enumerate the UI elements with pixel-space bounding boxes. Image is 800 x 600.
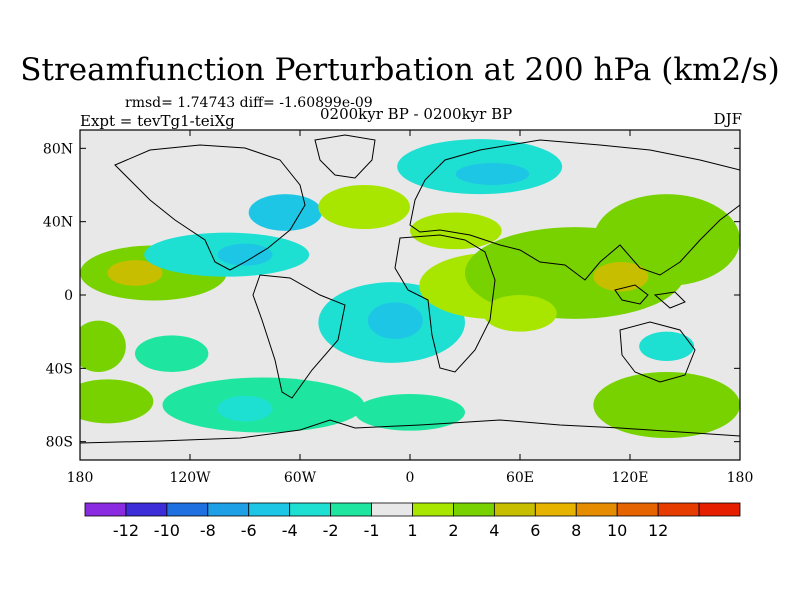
field-region-7	[455, 163, 530, 185]
experiment-label: Expt = tevTg1-teiXg	[80, 112, 235, 130]
period-label: 0200kyr BP - 0200kyr BP	[320, 105, 513, 123]
field-region-20	[355, 394, 465, 431]
field-region-17	[80, 379, 154, 424]
axes: 180 120W 60W 0 60E 120E 180 80N 40N 0 40S 80S	[43, 130, 753, 486]
colorbar-swatch	[412, 502, 454, 517]
colorbar-swatch	[166, 502, 209, 517]
field-region-8	[410, 212, 502, 250]
colorbar-label: -1	[364, 521, 380, 540]
field-region-23	[483, 295, 557, 332]
colorbar-label: -10	[154, 521, 180, 540]
x-tick-label: 60W	[284, 470, 317, 486]
colorbar-label: -8	[200, 521, 216, 540]
colorbar-label: 10	[607, 521, 627, 540]
y-tick-label: 40S	[46, 361, 73, 377]
coastlines	[80, 134, 740, 444]
field-region-4	[248, 194, 322, 231]
colorbar-swatch	[84, 502, 127, 517]
stats-label: rmsd= 1.74743 diff= -1.60899e-09	[125, 95, 373, 111]
colorbar-label: -12	[113, 521, 139, 540]
colorbar-swatch	[493, 502, 536, 517]
colorbar-swatch	[453, 502, 495, 517]
field-regions	[80, 139, 740, 438]
colorbar-label: 12	[648, 521, 668, 540]
colorbar-label: -4	[282, 521, 298, 540]
colorbar-swatch	[575, 502, 618, 517]
x-tick-label: 180	[67, 470, 94, 486]
y-tick-label: 0	[64, 288, 73, 304]
x-tick-label: 0	[406, 470, 415, 486]
colorbar-label: -2	[323, 521, 339, 540]
colorbar-label: 8	[571, 521, 581, 540]
colorbar: -12 -10 -8 -6 -4 -2 -1 1 2 4 6 8 10 12	[84, 502, 741, 540]
field-region-1	[107, 260, 163, 286]
season-label: DJF	[713, 110, 742, 128]
x-tick-label: 60E	[506, 470, 534, 486]
colorbar-swatch	[330, 502, 372, 517]
colorbar-swatch	[125, 502, 168, 517]
field-region-22	[639, 331, 695, 362]
field-region-10	[367, 302, 423, 339]
field-region-21	[593, 372, 740, 438]
field-region-15	[80, 320, 126, 372]
colorbar-label: 2	[448, 521, 458, 540]
field-region-3	[217, 243, 273, 266]
field-region-19	[217, 395, 273, 422]
chart-title: Streamfunction Perturbation at 200 hPa (…	[20, 52, 780, 88]
colorbar-label: -6	[241, 521, 257, 540]
x-tick-label: 120E	[612, 470, 649, 486]
colorbar-swatch	[534, 502, 577, 517]
y-tick-label: 80S	[46, 435, 73, 451]
y-tick-label: 80N	[43, 141, 73, 157]
y-tick-label: 40N	[43, 215, 73, 231]
colorbar-swatch	[207, 502, 250, 517]
field-region-16	[135, 335, 209, 372]
colorbar-swatch	[616, 502, 659, 517]
x-tick-label: 120W	[169, 470, 211, 486]
colorbar-swatch	[657, 502, 700, 517]
colorbar-swatch	[248, 502, 291, 517]
colorbar-swatch	[371, 502, 413, 517]
colorbar-label: 1	[407, 521, 417, 540]
x-tick-label: 180	[727, 470, 754, 486]
field-region-14	[593, 262, 649, 292]
colorbar-swatch	[698, 502, 741, 517]
field-region-5	[318, 185, 410, 229]
colorbar-swatch	[289, 502, 332, 517]
colorbar-label: 4	[489, 521, 499, 540]
colorbar-label: 6	[530, 521, 540, 540]
